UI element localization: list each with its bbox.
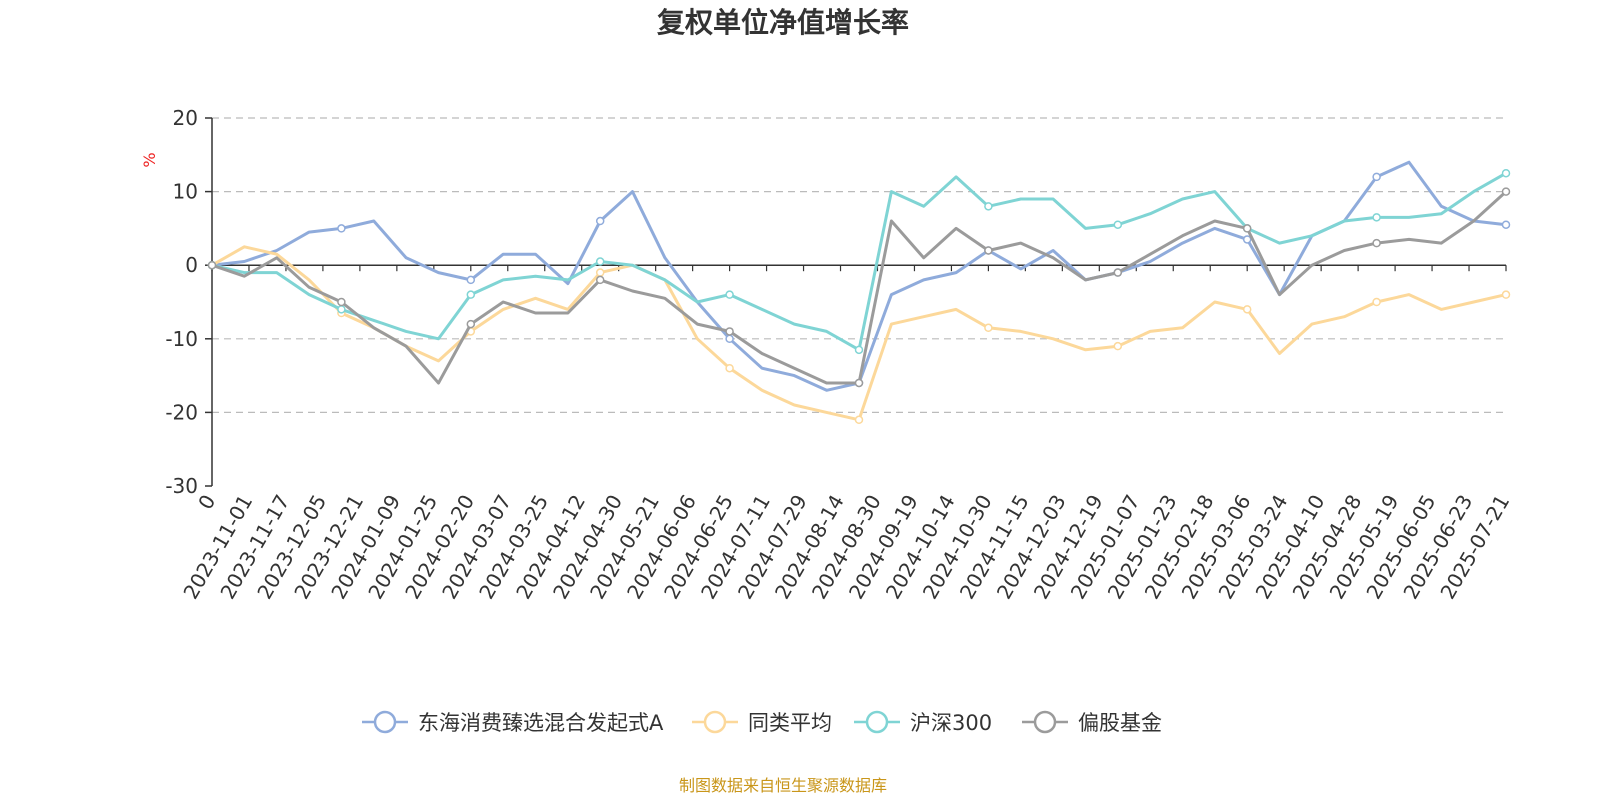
data-point — [466, 275, 476, 285]
legend-swatch-circle — [703, 710, 727, 734]
data-point — [1372, 297, 1381, 307]
series-1 — [207, 160, 1511, 392]
series-3 — [207, 168, 1511, 355]
data-point — [1113, 268, 1123, 277]
y-tick-label: 10 — [173, 180, 198, 204]
legend-item[interactable]: 偏股基金 — [1022, 710, 1162, 735]
legend-swatch-circle — [1033, 710, 1057, 734]
data-point — [854, 345, 864, 355]
data-point — [207, 260, 217, 270]
x-tick-label: 0 — [193, 491, 220, 514]
data-point — [1242, 235, 1252, 244]
data-point — [1501, 220, 1511, 229]
series-line — [211, 160, 1507, 392]
legend-item[interactable]: 沪深300 — [854, 710, 992, 735]
legend-swatch-circle — [865, 710, 889, 734]
series-4 — [207, 187, 1511, 388]
source-note: 制图数据来自恒生聚源数据库 — [679, 776, 887, 795]
legend-swatch-circle — [373, 710, 397, 734]
data-point — [595, 216, 605, 226]
data-point — [1242, 305, 1252, 314]
data-point — [1372, 238, 1381, 248]
data-point — [337, 224, 346, 233]
y-tick-label: 0 — [185, 253, 198, 277]
axes — [211, 118, 1506, 486]
data-point — [725, 327, 734, 336]
series-line — [211, 245, 1507, 422]
legend-item[interactable]: 东海消费臻选混合发起式A — [362, 710, 664, 735]
data-point — [1501, 290, 1511, 299]
legend-label: 沪深300 — [910, 711, 992, 735]
data-point — [725, 290, 734, 299]
y-tick-label: -30 — [165, 474, 198, 498]
data-point — [337, 305, 346, 314]
data-point — [1501, 187, 1511, 196]
legend: 东海消费臻选混合发起式A 同类平均 沪深300 偏股基金 — [362, 710, 1162, 735]
legend-label: 同类平均 — [748, 711, 832, 735]
y-axis-ticks: 20 10 0 -10 -20 -30 — [165, 106, 212, 498]
data-point — [1501, 168, 1511, 178]
data-point — [725, 363, 734, 373]
y-tick-label: 20 — [173, 106, 198, 130]
legend-label: 偏股基金 — [1078, 711, 1162, 735]
data-point — [854, 378, 864, 388]
data-point — [1242, 224, 1252, 233]
data-point — [1372, 172, 1381, 182]
data-point — [595, 257, 605, 266]
data-point — [1372, 213, 1381, 222]
data-point — [337, 297, 346, 307]
data-point — [595, 268, 605, 277]
x-axis-ticks: 02023-11-012023-11-172023-12-052023-12-2… — [178, 265, 1514, 603]
data-point — [1113, 220, 1123, 229]
data-point — [595, 275, 605, 285]
series-2 — [207, 245, 1511, 425]
data-point — [984, 202, 993, 211]
data-point — [854, 415, 864, 425]
y-tick-label: -10 — [165, 327, 198, 351]
data-point — [466, 319, 476, 329]
series-lines — [207, 160, 1511, 425]
y-tick-label: -20 — [165, 400, 198, 424]
data-point — [725, 334, 734, 344]
legend-item[interactable]: 同类平均 — [692, 710, 832, 735]
series-line — [211, 190, 1508, 385]
data-point — [1113, 341, 1123, 351]
legend-label: 东海消费臻选混合发起式A — [418, 711, 664, 735]
chart-title: 复权单位净值增长率 — [657, 6, 909, 39]
data-point — [984, 323, 993, 333]
data-point — [984, 246, 993, 255]
y-unit-label: % — [140, 152, 159, 167]
data-point — [466, 290, 476, 299]
